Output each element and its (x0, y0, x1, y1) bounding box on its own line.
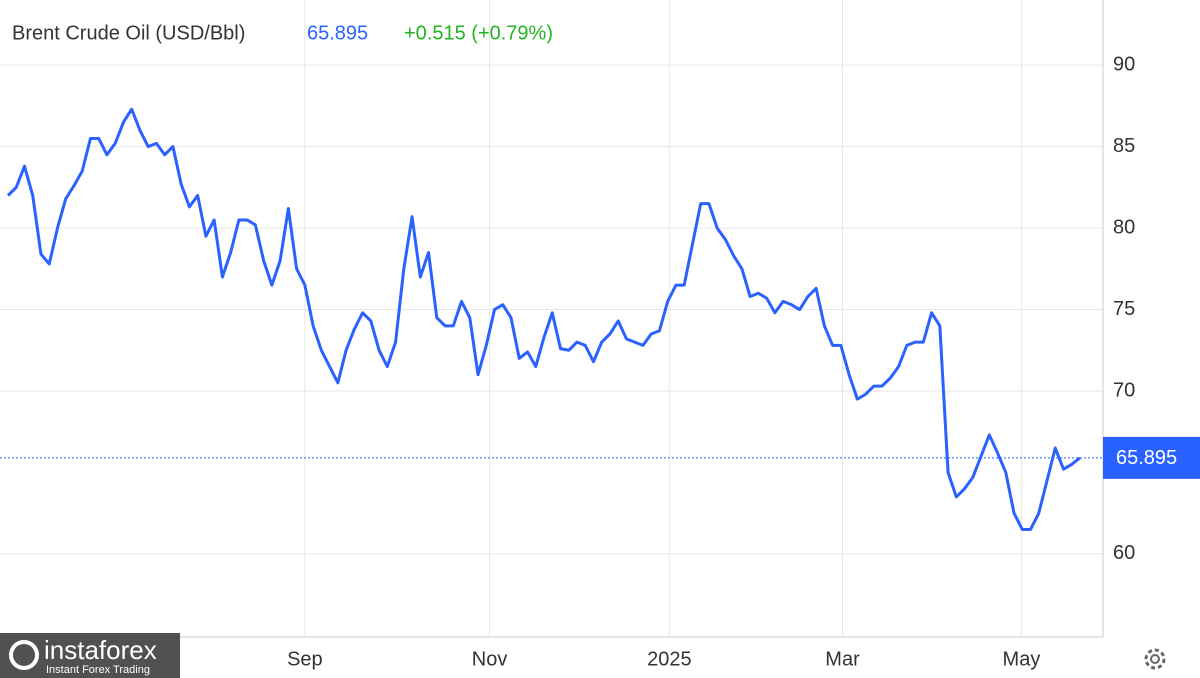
x-tick-label: Sep (287, 648, 323, 670)
header-price: 65.895 (307, 22, 368, 44)
x-tick-label: Nov (472, 648, 508, 670)
y-tick-label: 90 (1113, 53, 1135, 75)
settings-button[interactable] (1144, 648, 1166, 670)
watermark-bg (0, 633, 180, 678)
y-tick-label: 80 (1113, 216, 1135, 238)
y-tick-label: 70 (1113, 379, 1135, 401)
price-tag-label: 65.895 (1116, 447, 1177, 469)
watermark: instaforex Instant Forex Trading (0, 633, 180, 678)
change-label: +0.515 (+0.79%) (404, 22, 553, 44)
watermark-icon (9, 640, 39, 670)
price-line (6, 107, 1081, 531)
x-tick-label: May (1003, 648, 1041, 670)
price-tag (1103, 436, 1200, 479)
watermark-name: instaforex (44, 635, 157, 665)
watermark-tagline: Instant Forex Trading (46, 664, 150, 676)
y-tick-label: 75 (1113, 298, 1135, 320)
gear-center[interactable] (1150, 654, 1160, 664)
gear-teeth[interactable] (1144, 648, 1166, 670)
grid (0, 0, 1103, 637)
x-tick-label: 2025 (647, 648, 692, 670)
y-tick-label: 85 (1113, 135, 1135, 157)
x-tick-label: Mar (825, 648, 860, 670)
y-tick-label: 60 (1113, 542, 1135, 564)
chart-title: Brent Crude Oil (USD/Bbl) (12, 22, 245, 44)
